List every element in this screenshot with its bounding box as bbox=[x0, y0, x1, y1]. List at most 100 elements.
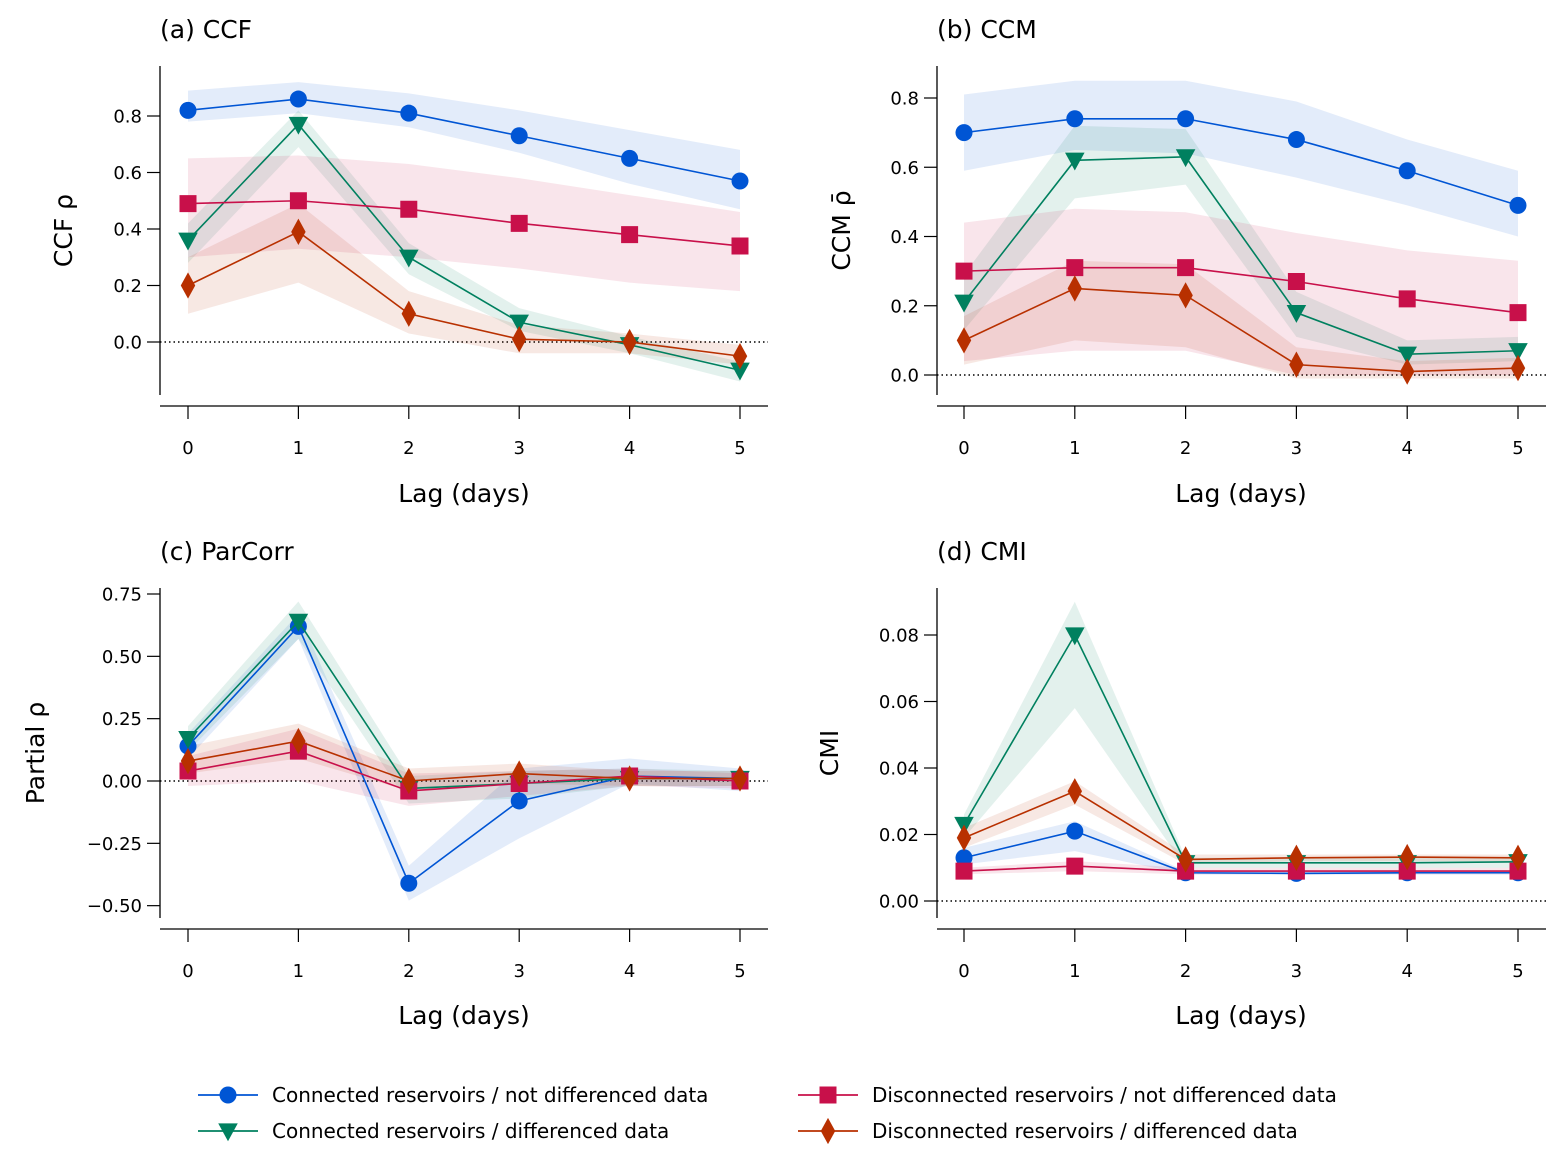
data-point-disc_d bbox=[401, 767, 417, 795]
series-line-disc_d bbox=[187, 740, 740, 782]
data-point-disc_d bbox=[956, 327, 972, 354]
x-tick-label: 1 bbox=[293, 438, 304, 459]
data-point-conn_d bbox=[178, 232, 198, 251]
data-point-conn_d bbox=[1508, 343, 1528, 361]
y-axis-label: Partial ρ bbox=[21, 702, 50, 804]
series-line-conn_nd bbox=[963, 117, 1519, 207]
data-point-conn_nd bbox=[1287, 131, 1305, 149]
confidence-band-disc_d bbox=[964, 781, 1518, 865]
data-point-disc_d bbox=[1067, 778, 1083, 805]
data-point-disc_d bbox=[180, 272, 196, 299]
data-point-disc_d bbox=[956, 824, 972, 851]
y-tick-label: 0.6 bbox=[113, 163, 142, 184]
legend-marker bbox=[219, 1086, 237, 1104]
series-line-disc_d bbox=[963, 790, 1519, 861]
data-point-conn_d bbox=[730, 362, 750, 381]
data-point-disc_nd bbox=[510, 214, 528, 232]
series-line-disc_nd bbox=[187, 199, 741, 247]
data-point-disc_nd bbox=[955, 262, 973, 280]
data-point-disc_d bbox=[1510, 844, 1526, 871]
panel-c: (c) ParCorr −0.50 −0.25 0.00 0.25 0.50 0.75 0 1 2… bbox=[21, 537, 768, 1030]
data-point-disc_nd bbox=[621, 226, 639, 244]
data-point-disc_nd bbox=[179, 195, 197, 213]
y-tick-label: 0.0 bbox=[113, 333, 142, 354]
panel-a: (a) CCF 0.0 0.2 0.4 0.6 0.8 0 1 2 3 4 5 Lag (days) CC… bbox=[49, 15, 768, 508]
series-line-conn_d bbox=[963, 156, 1519, 356]
y-tick-label: 0.4 bbox=[890, 227, 919, 248]
y-tick-label: 0.0 bbox=[890, 366, 919, 387]
y-tick-label: 0.06 bbox=[879, 692, 919, 713]
data-point-disc_d bbox=[511, 760, 527, 787]
data-point-disc_d bbox=[1067, 275, 1083, 302]
data-point-conn_nd bbox=[400, 104, 418, 122]
legend-item-connected-not-differenced: Connected reservoirs / not differenced d… bbox=[196, 1078, 708, 1112]
x-axis-label: Lag (days) bbox=[1175, 1001, 1307, 1030]
legend-label: Disconnected reservoirs / not difference… bbox=[872, 1083, 1337, 1107]
x-tick-label: 1 bbox=[1069, 438, 1080, 459]
legend-item-disconnected-differenced: Disconnected reservoirs / differenced da… bbox=[796, 1114, 1298, 1148]
data-point-conn_d bbox=[509, 314, 529, 333]
legend-marker-square-icon bbox=[798, 1086, 858, 1104]
x-axis-label: Lag (days) bbox=[398, 1001, 530, 1030]
x-axis-label: Lag (days) bbox=[1175, 479, 1307, 508]
series-line-disc_nd bbox=[963, 865, 1518, 872]
y-tick-label: 0.08 bbox=[879, 626, 919, 647]
data-point-conn_nd bbox=[1066, 110, 1084, 128]
panel-d: (d) CMI 0.00 0.02 0.04 0.06 0.08 0 1 2 3 4 5 Lag (da… bbox=[815, 537, 1546, 1030]
x-tick-label: 4 bbox=[624, 961, 635, 982]
x-tick-label: 1 bbox=[293, 961, 304, 982]
data-point-conn_d bbox=[1286, 305, 1307, 323]
y-tick-label: 0.04 bbox=[879, 759, 919, 780]
data-point-disc_d bbox=[732, 765, 748, 792]
x-tick-label: 4 bbox=[1401, 961, 1412, 982]
x-tick-label: 4 bbox=[624, 438, 635, 459]
series-line-disc_nd bbox=[187, 750, 741, 792]
data-point-disc_d bbox=[511, 326, 527, 353]
data-point-disc_d bbox=[291, 218, 306, 245]
panel-b: (b) CCM 0.0 0.2 0.4 0.6 0.8 0 1 2 3 4 5 Lag (days) CC… bbox=[827, 15, 1546, 508]
data-point-disc_nd bbox=[1177, 259, 1195, 277]
data-point-conn_nd bbox=[621, 149, 639, 167]
data-point-conn_nd bbox=[400, 874, 418, 892]
x-tick-label: 4 bbox=[1401, 438, 1412, 459]
confidence-band-conn_nd bbox=[964, 821, 1518, 875]
y-tick-label: −0.50 bbox=[87, 896, 142, 917]
data-point-conn_nd bbox=[955, 849, 973, 867]
confidence-band-conn_d bbox=[188, 110, 740, 382]
confidence-band-disc_d bbox=[188, 723, 740, 791]
data-point-disc_nd bbox=[731, 237, 749, 255]
panel-title: (d) CMI bbox=[937, 537, 1027, 566]
legend-marker-circle-icon bbox=[198, 1086, 258, 1104]
series-line-conn_d bbox=[187, 123, 741, 372]
x-tick-label: 5 bbox=[734, 961, 745, 982]
x-tick-label: 0 bbox=[958, 961, 969, 982]
y-tick-label: 0.00 bbox=[102, 772, 142, 793]
data-point-disc_d bbox=[1399, 843, 1415, 871]
legend-label: Disconnected reservoirs / differenced da… bbox=[872, 1119, 1298, 1143]
data-point-conn_nd bbox=[955, 124, 973, 142]
legend-marker-diamond-icon bbox=[798, 1117, 858, 1145]
panel-title: (a) CCF bbox=[160, 15, 252, 44]
y-axis-label: CCF ρ bbox=[49, 194, 78, 267]
confidence-band-disc_nd bbox=[964, 208, 1518, 375]
x-tick-label: 0 bbox=[958, 438, 969, 459]
x-tick-label: 2 bbox=[403, 438, 414, 459]
data-point-disc_d bbox=[1510, 354, 1526, 382]
legend-marker bbox=[819, 1086, 837, 1104]
y-tick-label: 0.02 bbox=[879, 825, 919, 846]
confidence-band-conn_nd bbox=[188, 82, 740, 210]
x-tick-label: 1 bbox=[1069, 961, 1080, 982]
data-point-disc_nd bbox=[1509, 304, 1527, 322]
y-tick-label: 0.2 bbox=[890, 296, 919, 317]
data-point-conn_nd bbox=[1509, 196, 1527, 214]
data-point-conn_nd bbox=[1398, 162, 1416, 180]
confidence-band-conn_nd bbox=[188, 613, 740, 901]
series-line-disc_d bbox=[963, 287, 1519, 373]
confidence-band-disc_nd bbox=[188, 728, 740, 806]
legend-label: Connected reservoirs / differenced data bbox=[272, 1119, 670, 1143]
data-point-disc_d bbox=[291, 727, 306, 755]
y-tick-label: 0.2 bbox=[113, 276, 142, 297]
y-axis-label: CMI bbox=[815, 730, 844, 776]
y-tick-label: 0.8 bbox=[113, 107, 142, 128]
x-tick-label: 5 bbox=[1512, 438, 1523, 459]
